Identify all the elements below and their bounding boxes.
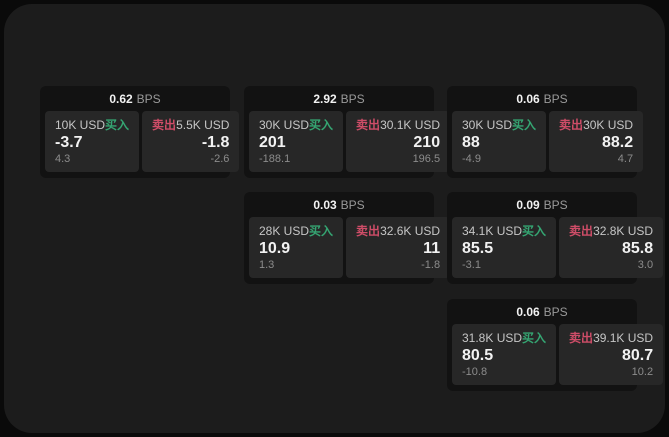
card-header: 2.92 BPS <box>244 86 434 111</box>
quote-card: 0.06 BPS 30K USD 买入 88 -4.9 卖出 30K USD 8… <box>447 86 644 178</box>
sell-label: 卖出 <box>356 224 381 238</box>
sell-amount: 32.6K USD <box>380 224 441 238</box>
buy-price: 10.9 <box>259 239 291 257</box>
quote-panels: 10K USD 买入 -3.7 4.3 卖出 5.5K USD -1.8 -2.… <box>45 111 240 172</box>
quote-card: 2.92 BPS 30K USD 买入 201 -188.1 卖出 30.1K … <box>244 86 451 178</box>
sell-label: 卖出 <box>559 118 584 132</box>
bps-unit-label: BPS <box>136 91 161 106</box>
bps-value: 0.06 <box>516 304 540 319</box>
bps-unit-label: BPS <box>543 304 568 319</box>
buy-amount: 30K USD <box>259 118 310 132</box>
bps-value: 2.92 <box>313 91 337 106</box>
buy-amount: 10K USD <box>55 118 106 132</box>
quote-card: 0.09 BPS 34.1K USD 买入 85.5 -3.1 卖出 32.8K… <box>447 192 664 284</box>
bps-value: 0.09 <box>516 197 540 212</box>
sell-price: 11 <box>423 239 441 257</box>
buy-delta: 4.3 <box>55 153 71 165</box>
bps-unit-label: BPS <box>340 91 365 106</box>
sell-amount: 30K USD <box>583 118 634 132</box>
sell-delta: -1.8 <box>421 259 441 271</box>
buy-panel[interactable]: 31.8K USD 买入 80.5 -10.8 <box>452 324 557 385</box>
buy-delta: -188.1 <box>259 153 291 165</box>
buy-label: 买入 <box>522 224 547 238</box>
buy-amount: 30K USD <box>462 118 513 132</box>
quote-card: 0.62 BPS 10K USD 买入 -3.7 4.3 卖出 5.5K USD… <box>40 86 240 178</box>
sell-label: 卖出 <box>356 118 381 132</box>
sell-panel[interactable]: 卖出 5.5K USD -1.8 -2.6 <box>142 111 240 172</box>
buy-price: 201 <box>259 133 286 151</box>
sell-label: 卖出 <box>569 331 594 345</box>
buy-panel[interactable]: 10K USD 买入 -3.7 4.3 <box>45 111 140 172</box>
quote-panels: 30K USD 买入 88 -4.9 卖出 30K USD 88.2 4.7 <box>452 111 644 172</box>
buy-delta: -10.8 <box>462 366 488 378</box>
bps-unit-label: BPS <box>543 197 568 212</box>
bps-value: 0.62 <box>109 91 133 106</box>
buy-delta: 1.3 <box>259 259 275 271</box>
bps-value: 0.06 <box>516 91 540 106</box>
sell-amount: 30.1K USD <box>380 118 441 132</box>
sell-amount: 39.1K USD <box>593 331 654 345</box>
bps-unit-label: BPS <box>543 91 568 106</box>
buy-panel[interactable]: 28K USD 买入 10.9 1.3 <box>249 217 344 278</box>
app-window: 0.62 BPS 10K USD 买入 -3.7 4.3 卖出 5.5K USD… <box>4 4 665 433</box>
sell-delta: 3.0 <box>637 259 654 271</box>
buy-price: 85.5 <box>462 239 494 257</box>
bps-unit-label: BPS <box>340 197 365 212</box>
sell-amount: 5.5K USD <box>176 118 230 132</box>
quote-card: 0.06 BPS 31.8K USD 买入 80.5 -10.8 卖出 39.1… <box>447 299 664 391</box>
sell-price: 88.2 <box>601 133 634 151</box>
buy-amount: 31.8K USD <box>462 331 523 345</box>
sell-label: 卖出 <box>152 118 177 132</box>
buy-amount: 34.1K USD <box>462 224 523 238</box>
buy-amount: 28K USD <box>259 224 310 238</box>
card-header: 0.06 BPS <box>447 299 637 324</box>
quote-card: 0.03 BPS 28K USD 买入 10.9 1.3 卖出 32.6K US… <box>244 192 451 284</box>
buy-label: 买入 <box>105 118 130 132</box>
sell-price: -1.8 <box>201 133 230 151</box>
sell-panel[interactable]: 卖出 30K USD 88.2 4.7 <box>549 111 644 172</box>
buy-delta: -4.9 <box>462 153 481 165</box>
buy-panel[interactable]: 30K USD 买入 201 -188.1 <box>249 111 344 172</box>
buy-label: 买入 <box>512 118 537 132</box>
sell-label: 卖出 <box>569 224 594 238</box>
sell-panel[interactable]: 卖出 32.8K USD 85.8 3.0 <box>559 217 664 278</box>
buy-panel[interactable]: 30K USD 买入 88 -4.9 <box>452 111 547 172</box>
sell-delta: 196.5 <box>412 153 441 165</box>
sell-panel[interactable]: 卖出 30.1K USD 210 196.5 <box>346 111 451 172</box>
card-header: 0.09 BPS <box>447 192 637 217</box>
card-header: 0.62 BPS <box>40 86 230 111</box>
sell-panel[interactable]: 卖出 32.6K USD 11 -1.8 <box>346 217 451 278</box>
sell-price: 80.7 <box>621 346 654 364</box>
sell-price: 210 <box>413 133 441 151</box>
card-header: 0.03 BPS <box>244 192 434 217</box>
quote-panels: 28K USD 买入 10.9 1.3 卖出 32.6K USD 11 -1.8 <box>249 217 451 278</box>
quote-panels: 31.8K USD 买入 80.5 -10.8 卖出 39.1K USD 80.… <box>452 324 664 385</box>
sell-delta: -2.6 <box>210 153 230 165</box>
buy-panel[interactable]: 34.1K USD 买入 85.5 -3.1 <box>452 217 557 278</box>
quote-panels: 34.1K USD 买入 85.5 -3.1 卖出 32.8K USD 85.8… <box>452 217 664 278</box>
buy-price: 80.5 <box>462 346 494 364</box>
quote-panels: 30K USD 买入 201 -188.1 卖出 30.1K USD 210 1… <box>249 111 451 172</box>
sell-delta: 4.7 <box>617 153 634 165</box>
sell-price: 85.8 <box>621 239 654 257</box>
buy-label: 买入 <box>309 224 334 238</box>
sell-delta: 10.2 <box>631 366 654 378</box>
sell-panel[interactable]: 卖出 39.1K USD 80.7 10.2 <box>559 324 664 385</box>
sell-amount: 32.8K USD <box>593 224 654 238</box>
buy-label: 买入 <box>522 331 547 345</box>
bps-value: 0.03 <box>313 197 337 212</box>
buy-label: 买入 <box>309 118 334 132</box>
buy-delta: -3.1 <box>462 259 481 271</box>
buy-price: 88 <box>462 133 480 151</box>
buy-price: -3.7 <box>55 133 83 151</box>
card-header: 0.06 BPS <box>447 86 637 111</box>
